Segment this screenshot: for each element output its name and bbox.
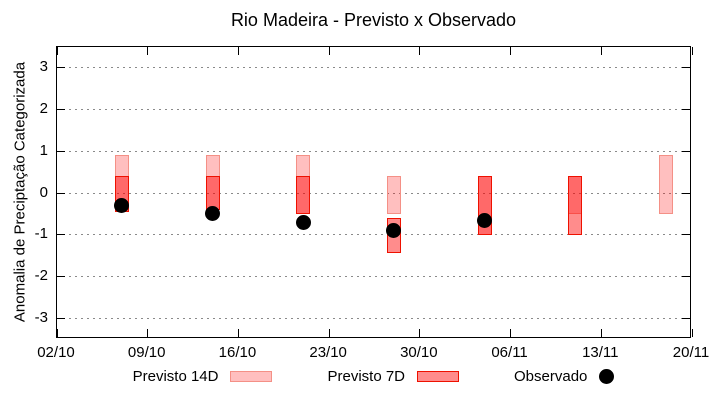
tick-top-x-6 xyxy=(600,47,602,55)
tick-right-y--3 xyxy=(682,317,690,319)
y-tick-label-3: 3 xyxy=(39,58,48,76)
chart-title: Rio Madeira - Previsto x Observado xyxy=(230,10,517,30)
tick-top-x-4 xyxy=(419,47,421,55)
legend-label-previsto-14d: Previsto 14D xyxy=(132,368,219,385)
tick-left-y--2 xyxy=(57,275,65,277)
plot-area xyxy=(56,46,693,338)
legend-item-observado: Observado xyxy=(514,368,615,385)
legend-label-observado: Observado xyxy=(514,368,588,385)
tick-left-y--3 xyxy=(57,317,65,319)
x-tick-label-0: 02/10 xyxy=(37,344,75,361)
tick-bottom-x-4 xyxy=(419,329,421,337)
tick-top-x-7 xyxy=(691,47,693,55)
tick-top-x-1 xyxy=(147,47,149,55)
legend-swatch-previsto-7d xyxy=(417,371,460,382)
tick-top-x-5 xyxy=(510,47,512,55)
legend: Previsto 14D Previsto 7D Observado xyxy=(56,368,691,385)
gridline-y-0 xyxy=(57,192,690,194)
observed-dot-07/10 xyxy=(114,198,130,213)
gridline-y-2 xyxy=(57,109,690,111)
tick-right-y--1 xyxy=(682,234,690,236)
tick-bottom-x-3 xyxy=(328,329,330,337)
tick-left-y--1 xyxy=(57,234,65,236)
y-tick-label--1: -1 xyxy=(34,225,48,243)
forecast-14d-bar-28/10 xyxy=(386,176,401,214)
tick-top-x-2 xyxy=(237,47,239,55)
x-tick-label-3: 23/10 xyxy=(309,344,347,361)
observed-dot-14/10 xyxy=(205,206,220,222)
legend-swatch-previsto-14d xyxy=(230,371,273,382)
x-tick-label-4: 30/10 xyxy=(400,344,438,361)
tick-bottom-x-0 xyxy=(56,329,58,337)
gridline-y-1 xyxy=(57,150,690,152)
y-tick-label-1: 1 xyxy=(39,141,48,159)
tick-right-y-1 xyxy=(682,150,690,152)
tick-right-y-3 xyxy=(682,67,690,69)
tick-left-y-3 xyxy=(57,67,65,69)
x-tick-label-7: 20/11 xyxy=(672,344,710,361)
legend-item-previsto-14d: Previsto 14D xyxy=(133,368,273,385)
x-tick-label-1: 09/10 xyxy=(127,344,166,361)
y-tick-label--3: -3 xyxy=(34,308,48,326)
forecast-14d-bar-18/11 xyxy=(659,155,674,214)
tick-right-y-0 xyxy=(682,192,690,194)
gridline-y-3 xyxy=(57,67,690,69)
tick-bottom-x-6 xyxy=(600,329,602,337)
gridline-y--1 xyxy=(57,234,690,236)
gridline-y--2 xyxy=(57,275,690,277)
legend-item-previsto-7d: Previsto 7D xyxy=(327,368,460,385)
legend-label-previsto-7d: Previsto 7D xyxy=(327,368,406,385)
tick-bottom-x-7 xyxy=(691,329,693,337)
observed-dot-21/10 xyxy=(295,214,311,230)
x-tick-label-2: 16/10 xyxy=(218,344,257,361)
x-tick-label-5: 06/11 xyxy=(491,344,528,361)
y-tick-label--2: -2 xyxy=(34,266,48,284)
gridline-y--3 xyxy=(57,317,690,319)
y-tick-label-0: 0 xyxy=(39,183,48,201)
forecast-7d-bar-14/10 xyxy=(205,176,220,210)
y-tick-label-2: 2 xyxy=(39,100,48,118)
legend-dot-observado xyxy=(599,369,615,384)
tick-left-y-1 xyxy=(57,150,65,152)
tick-bottom-x-2 xyxy=(237,329,239,337)
tick-top-x-0 xyxy=(56,47,58,55)
x-tick-label-6: 13/11 xyxy=(582,344,619,361)
observed-dot-04/11 xyxy=(477,212,493,228)
tick-right-y--2 xyxy=(682,275,690,277)
observed-dot-28/10 xyxy=(386,223,402,239)
forecast-7d-bar-11/11 xyxy=(568,176,583,235)
tick-left-y-2 xyxy=(57,109,65,111)
tick-top-x-3 xyxy=(328,47,330,55)
tick-left-y-0 xyxy=(57,192,65,194)
tick-bottom-x-5 xyxy=(510,329,512,337)
forecast-7d-bar-21/10 xyxy=(296,176,311,214)
tick-bottom-x-1 xyxy=(147,329,149,337)
tick-right-y-2 xyxy=(682,109,690,111)
